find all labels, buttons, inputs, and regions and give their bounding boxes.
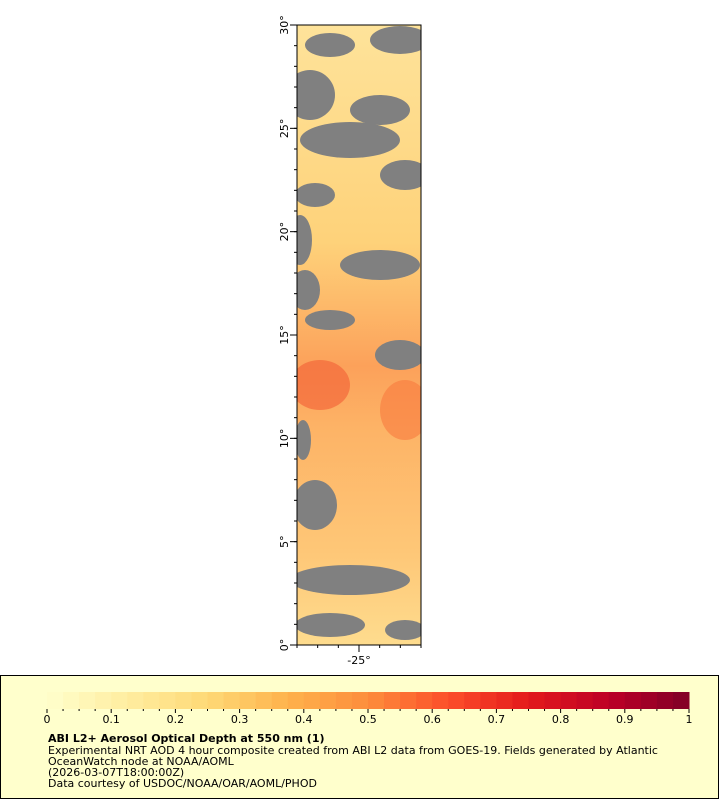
colorbar-swatch [159,692,176,709]
colorbar-swatch [480,692,497,709]
colorbar-swatch [79,692,96,709]
colorbar-swatch [432,692,449,709]
colorbar-swatch [351,692,369,709]
lat-tick-label: 15° [278,325,291,345]
colorbar-tick-label: 0 [44,713,51,726]
colorbar-swatch [127,692,144,709]
colorbar-swatch [255,692,273,709]
lat-tick-label: 25° [278,119,291,139]
colorbar-tick-label: 0.4 [295,713,313,726]
colorbar-swatch [560,692,578,709]
lat-tick-label: 5° [278,535,291,548]
colorbar-swatch [271,692,289,709]
colorbar-swatch [448,692,465,709]
colorbar-swatch [287,692,305,709]
colorbar-tick-label: 0.9 [616,713,634,726]
colorbar-swatch [223,692,241,709]
colorbar-swatch [496,692,513,709]
colorbar-swatch [608,692,626,709]
colorbar-swatch [191,692,208,709]
colorbar-swatch [592,692,610,709]
colorbar-tick-label: 0.5 [359,713,377,726]
colorbar-swatch [464,692,481,709]
legend-line: Experimental NRT AOD 4 hour composite cr… [48,744,658,757]
colorbar-swatch [400,692,417,709]
legend-line: Data courtesy of USDOC/NOAA/OAR/AOML/PHO… [48,777,317,790]
colorbar-swatch [544,692,562,709]
colorbar-swatch [656,692,674,709]
lat-tick-label: 10° [278,429,291,449]
colorbar-swatch [416,692,433,709]
colorbar-swatch [640,692,658,709]
colorbar-swatch [319,692,337,709]
colorbar-swatch [303,692,321,709]
colorbar-swatch [143,692,160,709]
colorbar-tick-label: 0.7 [488,713,506,726]
colorbar-tick-label: 0.1 [102,713,120,726]
colorbar-swatch [175,692,192,709]
lat-tick-label: 0° [278,639,291,652]
legend-line: (2026-03-07T18:00:00Z) [48,766,184,779]
colorbar-swatch [63,692,80,709]
lat-tick-label: 30° [278,15,291,35]
colorbar-tick-label: 0.3 [231,713,249,726]
colorbar-swatch [368,692,385,709]
lat-tick-label: 20° [278,222,291,242]
aod-field [297,25,421,645]
colorbar-tick-label: 0.2 [167,713,185,726]
colorbar-swatch [512,692,529,709]
colorbar-tick-label: 0.8 [552,713,570,726]
colorbar-swatch [384,692,401,709]
colorbar-swatch [47,692,64,709]
colorbar-tick-label: 0.6 [423,713,441,726]
colorbar-swatch [528,692,546,709]
colorbar-swatch [95,692,112,709]
legend-line: OceanWatch node at NOAA/AOML [48,755,235,768]
colorbar-swatch [207,692,225,709]
lon-tick-label: -25° [347,654,370,667]
axes: 0° 5° 10° 15° 20° 25° 30° -25° [278,15,422,667]
colorbar-swatch [111,692,128,709]
colorbar-tick-label: 1 [686,713,693,726]
colorbar-swatch [576,692,594,709]
legend-title: ABI L2+ Aerosol Optical Depth at 550 nm … [48,732,325,745]
colorbar-swatch [624,692,642,709]
colorbar-swatch [672,692,690,709]
colorbar-swatch [335,692,353,709]
colorbar-swatch [239,692,257,709]
colorbar: 0 0.1 0.2 0.3 0.4 0.5 0.6 0.7 0.8 0.9 1 [44,692,693,726]
